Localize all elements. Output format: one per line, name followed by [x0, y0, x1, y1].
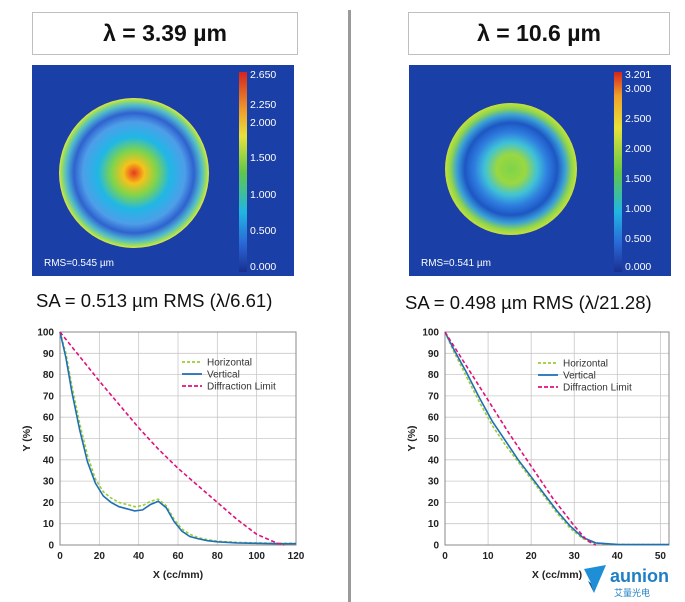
- y-tick-label: 40: [428, 455, 440, 466]
- right-wavefront-map: RMS=0.541 µm 3.201 3.000 2.500 2.000 1.5…: [409, 65, 671, 276]
- legend-label: Vertical: [563, 371, 596, 382]
- y-tick-label: 30: [428, 477, 440, 488]
- logo-text: aunion: [610, 566, 669, 586]
- legend-label: Horizontal: [563, 359, 608, 370]
- x-tick-label: 0: [57, 551, 63, 562]
- legend-label: Vertical: [207, 370, 240, 381]
- left-rms-label: RMS=0.545 µm: [44, 258, 114, 269]
- x-tick-label: 10: [483, 551, 495, 562]
- aunion-logo: aunion 艾量光电: [584, 565, 669, 598]
- y-axis-label: Y (%): [21, 425, 33, 451]
- left-cbar-tick: 1.500: [250, 152, 276, 164]
- x-axis-label: X (cc/mm): [153, 569, 203, 581]
- x-tick-label: 0: [442, 551, 448, 562]
- right-aperture: [445, 103, 577, 235]
- right-sa-label: SA = 0.498 µm RMS (λ/21.28): [405, 292, 652, 313]
- right-cbar-tick: 1.500: [625, 173, 651, 185]
- right-title-text: λ = 10.6 µm: [477, 20, 601, 46]
- series-line-horizontal: [59, 331, 296, 545]
- left-cbar-tick: 2.250: [250, 99, 276, 111]
- y-tick-label: 0: [48, 541, 54, 552]
- x-tick-label: 40: [133, 551, 145, 562]
- left-sa-label: SA = 0.513 µm RMS (λ/6.61): [36, 290, 273, 311]
- y-tick-label: 90: [43, 349, 55, 360]
- legend-label: Horizontal: [207, 358, 252, 369]
- y-tick-label: 90: [428, 349, 440, 360]
- x-tick-label: 50: [655, 551, 667, 562]
- y-tick-label: 60: [428, 413, 440, 424]
- grid: [444, 331, 669, 546]
- y-tick-label: 10: [43, 519, 55, 530]
- y-tick-label: 60: [43, 413, 55, 424]
- y-tick-label: 70: [43, 391, 55, 402]
- right-cbar-tick: 2.000: [625, 143, 651, 155]
- y-tick-label: 70: [428, 391, 440, 402]
- x-tick-label: 40: [612, 551, 624, 562]
- x-tick-label: 30: [569, 551, 581, 562]
- logo-icon-shade: [588, 581, 594, 593]
- left-cbar-tick: 0.000: [250, 261, 276, 273]
- series-line-vertical: [444, 331, 669, 546]
- right-cbar-tick: 1.000: [625, 203, 651, 215]
- x-tick-label: 80: [212, 551, 224, 562]
- right-title: λ = 10.6 µm: [408, 12, 670, 55]
- left-wavefront-map: RMS=0.545 µm 2.650 2.250 2.000 1.500 1.0…: [32, 65, 294, 276]
- left-aperture: [59, 98, 209, 248]
- y-tick-label: 10: [428, 519, 440, 530]
- y-tick-label: 100: [37, 328, 54, 339]
- right-mtf-chart: 0 10 20 30 40 50 0 10 20 30 40 50 60 70 80 90 100 X (cc/m…: [406, 328, 670, 581]
- left-cbar-tick: 2.650: [250, 69, 276, 81]
- y-tick-label: 20: [43, 498, 55, 509]
- right-cbar-tick: 3.000: [625, 83, 651, 95]
- logo-subtext: 艾量光电: [614, 587, 650, 598]
- right-cbar-tick: 0.500: [625, 233, 651, 245]
- left-colorbar: [239, 72, 247, 272]
- logo-icon: [584, 565, 606, 593]
- y-tick-label: 100: [422, 328, 439, 339]
- x-tick-label: 20: [94, 551, 106, 562]
- x-tick-label: 20: [526, 551, 538, 562]
- series-line-vertical: [59, 331, 296, 545]
- plot-frame: [59, 331, 297, 546]
- right-colorbar: [614, 72, 622, 272]
- plot-frame: [444, 331, 670, 546]
- legend-label: Diffraction Limit: [207, 382, 276, 393]
- grid: [59, 331, 297, 546]
- right-cbar-tick: 3.201: [625, 69, 651, 81]
- left-title-text: λ = 3.39 µm: [103, 20, 227, 46]
- y-tick-label: 20: [428, 498, 440, 509]
- y-axis-label: Y (%): [406, 425, 418, 451]
- right-cbar-tick: 0.000: [625, 261, 651, 273]
- y-tick-label: 80: [428, 370, 440, 381]
- right-cbar-tick: 2.500: [625, 113, 651, 125]
- y-tick-label: 30: [43, 477, 55, 488]
- series-line-diffraction-limit: [444, 331, 597, 546]
- y-tick-label: 50: [43, 434, 55, 445]
- x-tick-label: 100: [248, 551, 265, 562]
- x-tick-label: 60: [172, 551, 184, 562]
- x-tick-label: 120: [288, 551, 305, 562]
- y-tick-label: 40: [43, 455, 55, 466]
- center-divider: [348, 10, 351, 602]
- x-axis-label: X (cc/mm): [532, 569, 582, 581]
- left-mtf-chart: 0 20 40 60 80 100 120 0 10 20 30 40 50 60 70 80 90 100 X (…: [21, 328, 305, 582]
- series-line-diffraction-limit: [59, 331, 285, 546]
- right-rms-label: RMS=0.541 µm: [421, 258, 491, 269]
- left-cbar-tick: 2.000: [250, 117, 276, 129]
- left-cbar-tick: 1.000: [250, 189, 276, 201]
- y-tick-label: 80: [43, 370, 55, 381]
- left-title: λ = 3.39 µm: [32, 12, 298, 55]
- y-tick-label: 50: [428, 434, 440, 445]
- legend-label: Diffraction Limit: [563, 383, 632, 394]
- y-tick-label: 0: [433, 541, 439, 552]
- left-cbar-tick: 0.500: [250, 225, 276, 237]
